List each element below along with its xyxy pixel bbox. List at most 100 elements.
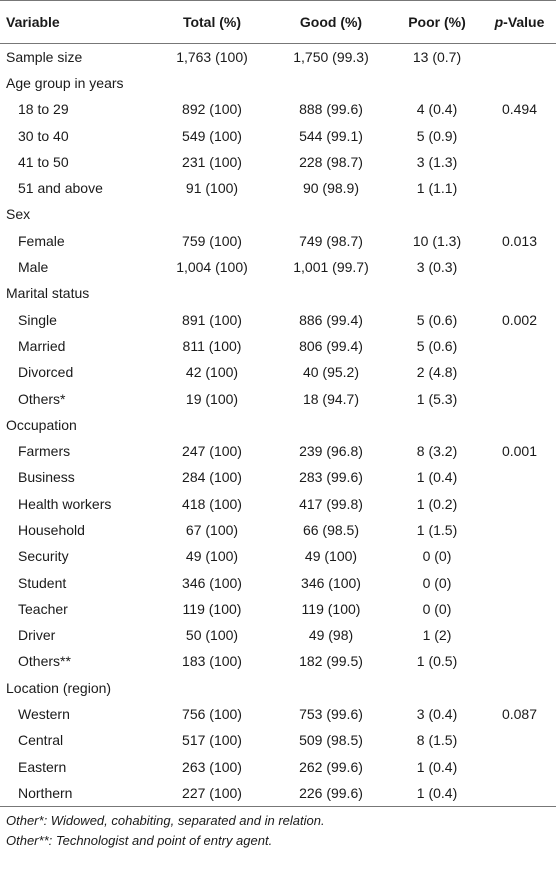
table-row: Marital status [0,280,556,306]
cell-poor: 4 (0.4) [416,101,458,118]
cell-good: 66 (98.5) [302,521,360,538]
cell-poor: 1 (5.3) [416,390,458,407]
row-label: Single [18,311,57,328]
cell-pvalue [483,412,556,438]
cell-pvalue: 0.087 [501,706,538,723]
cell-pvalue [483,122,556,148]
cell-pvalue [483,70,556,96]
cell-poor: 0 (0) [422,574,452,591]
table-row: Western 756 (100) 753 (99.6) 3 (0.4) 0.087 [0,701,556,727]
cell-pvalue [483,596,556,622]
row-label: Business [18,469,75,486]
cell-pvalue [483,385,556,411]
row-label: Driver [18,627,56,644]
row-label: Others** [18,653,71,670]
table-row: Business 284 (100) 283 (99.6) 1 (0.4) [0,464,556,490]
cell-pvalue [483,543,556,569]
cell-total: 19 (100) [185,390,239,407]
cell-total: 263 (100) [182,758,242,775]
cell-total: 67 (100) [185,521,239,538]
cell-poor: 8 (1.5) [416,732,458,749]
table-row: 41 to 50 231 (100) 228 (98.7) 3 (1.3) [0,149,556,175]
cell-poor: 1 (0.2) [416,495,458,512]
row-label: Sample size [6,48,83,65]
cell-total: 284 (100) [182,469,242,486]
header-pvalue-rest: -Value [503,14,545,30]
cell-pvalue [483,175,556,201]
cell-pvalue [483,675,556,701]
cell-pvalue [483,359,556,385]
row-label: Age group in years [6,74,124,91]
cell-poor: 1 (1.5) [416,521,458,538]
cell-pvalue [483,333,556,359]
cell-pvalue [483,622,556,648]
cell-good: 346 (100) [301,574,361,591]
row-label: Others* [18,390,66,407]
header-variable: Variable [0,0,153,44]
cell-poor: 0 (0) [422,600,452,617]
results-table: Variable Total (%) Good (%) Poor (%) p-V… [0,0,556,807]
table-row: Teacher 119 (100) 119 (100) 0 (0) [0,596,556,622]
row-label: Western [18,706,70,723]
cell-poor: 1 (0.5) [416,653,458,670]
table-row: 51 and above 91 (100) 90 (98.9) 1 (1.1) [0,175,556,201]
table-row: Location (region) [0,675,556,701]
table-row: Security 49 (100) 49 (100) 0 (0) [0,543,556,569]
cell-total [153,280,271,306]
cell-good: 49 (98) [308,627,354,644]
cell-poor: 1 (0.4) [391,779,483,807]
cell-good: 239 (96.8) [299,443,363,460]
cell-total: 346 (100) [182,574,242,591]
cell-pvalue [483,779,556,807]
cell-poor: 1 (1.1) [416,180,458,197]
cell-pvalue: 0.002 [501,311,538,328]
row-label: Farmers [18,443,71,460]
cell-pvalue [483,648,556,674]
cell-good: 90 (98.9) [302,180,360,197]
cell-total: 91 (100) [185,180,239,197]
cell-pvalue [483,44,556,70]
cell-poor: 3 (0.3) [416,259,458,276]
table-row: Household 67 (100) 66 (98.5) 1 (1.5) [0,517,556,543]
cell-good: 1,750 (99.3) [293,48,369,65]
cell-good: 806 (99.4) [299,337,363,354]
cell-good: 886 (99.4) [299,311,363,328]
cell-total: 183 (100) [182,653,242,670]
row-label: Married [18,337,66,354]
cell-total: 892 (100) [182,101,242,118]
cell-pvalue [483,464,556,490]
row-label: Central [18,732,64,749]
cell-total: 811 (100) [182,337,242,354]
cell-pvalue [483,254,556,280]
cell-total: 891 (100) [182,311,242,328]
table-row: Farmers 247 (100) 239 (96.8) 8 (3.2) 0.001 [0,438,556,464]
row-label: 41 to 50 [18,153,69,170]
cell-good: 888 (99.6) [299,101,363,118]
cell-good: 1,001 (99.7) [293,259,369,276]
cell-poor: 1 (2) [422,627,452,644]
row-label: Sex [6,206,31,223]
cell-poor: 5 (0.9) [416,127,458,144]
cell-good: 18 (94.7) [302,390,360,407]
cell-pvalue [483,280,556,306]
cell-pvalue [483,149,556,175]
row-label: Teacher [18,600,68,617]
cell-pvalue [483,727,556,753]
row-label: Northern [0,779,153,807]
table-row: Driver 50 (100) 49 (98) 1 (2) [0,622,556,648]
cell-total [153,412,271,438]
cell-poor: 0 (0) [422,548,452,565]
cell-pvalue [483,517,556,543]
cell-poor [391,201,483,227]
table-row: Female 759 (100) 749 (98.7) 10 (1.3) 0.013 [0,228,556,254]
table-row: Northern 227 (100) 226 (99.6) 1 (0.4) [0,779,556,807]
cell-total: 247 (100) [182,443,242,460]
cell-total: 756 (100) [182,706,242,723]
table-footnotes: Other*: Widowed, cohabiting, separated a… [0,811,556,851]
row-label: Student [18,574,67,591]
cell-good: 182 (99.5) [299,653,363,670]
cell-poor: 13 (0.7) [412,48,462,65]
table-row: Male 1,004 (100) 1,001 (99.7) 3 (0.3) [0,254,556,280]
cell-poor: 10 (1.3) [412,232,462,249]
